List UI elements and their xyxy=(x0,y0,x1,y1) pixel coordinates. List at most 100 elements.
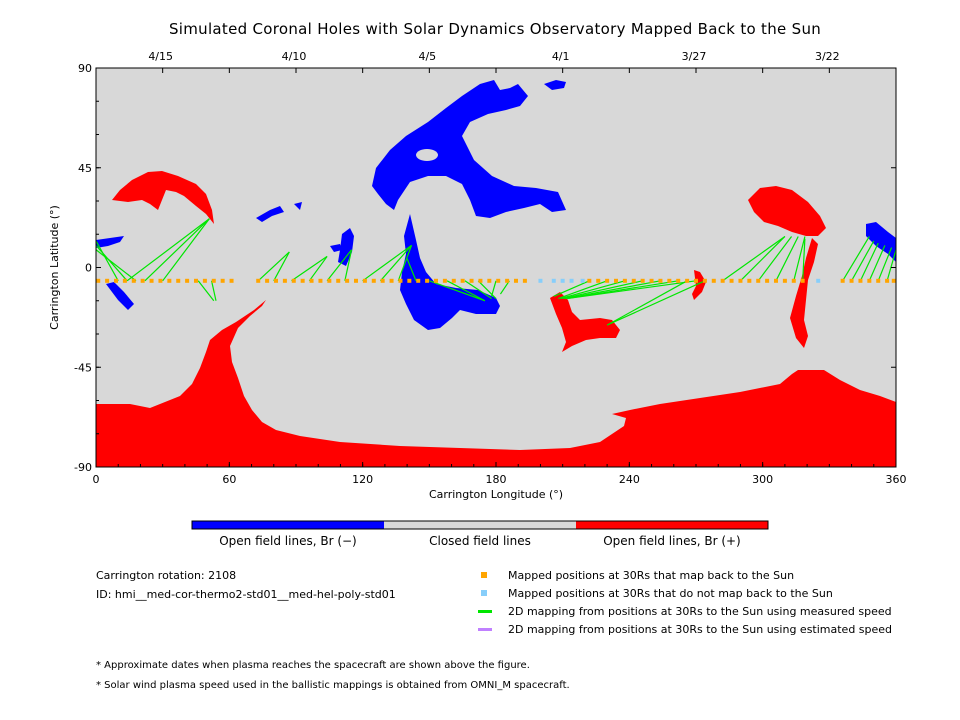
mapping-line xyxy=(96,240,119,282)
mapped-point xyxy=(131,278,136,283)
mapped-point xyxy=(729,278,734,283)
mapping-line xyxy=(429,280,486,302)
not-mapped-point xyxy=(560,278,565,283)
mapped-point xyxy=(345,278,350,283)
mapping-line xyxy=(793,236,806,281)
mapping-line xyxy=(722,235,786,282)
mapped-point xyxy=(336,278,341,283)
small-open-negative-b xyxy=(330,244,342,252)
mapped-point xyxy=(434,278,438,283)
not-mapped-point xyxy=(551,278,556,283)
mapped-point xyxy=(587,278,592,283)
mapped-point xyxy=(522,278,527,283)
mapped-point xyxy=(791,278,796,283)
mapped-point xyxy=(858,278,863,283)
north-negative-hole xyxy=(416,149,438,161)
date-tick-label: 4/5 xyxy=(418,50,436,63)
mapped-point xyxy=(407,278,412,283)
mapped-point xyxy=(469,278,474,283)
date-tick-label: 4/10 xyxy=(282,50,307,63)
mapping-line xyxy=(842,236,870,282)
mapping-line xyxy=(802,238,806,281)
mapped-point xyxy=(274,278,278,283)
east-edge-open-negative xyxy=(866,222,896,262)
narrow-open-positive-b xyxy=(790,238,818,348)
mapped-point xyxy=(398,278,403,283)
mapping-line xyxy=(362,244,412,282)
mapping-line xyxy=(257,251,290,282)
mapped-point xyxy=(176,278,181,283)
mapping-line xyxy=(886,249,896,281)
mapped-point xyxy=(782,278,787,283)
mapped-point xyxy=(416,278,421,283)
colorbar-label-negative: Open field lines, Br (−) xyxy=(219,534,357,548)
x-tick-label: 180 xyxy=(486,473,507,486)
north-open-positive-east xyxy=(748,186,826,236)
mapping-line xyxy=(553,280,590,297)
mapping-line xyxy=(757,236,793,282)
legend-label: 2D mapping from positions at 30Rs to the… xyxy=(508,622,893,636)
mapped-point xyxy=(800,278,805,283)
x-tick-label: 60 xyxy=(222,473,236,486)
mapped-point xyxy=(451,278,456,283)
north-negative-blob xyxy=(544,80,566,90)
colorbar-frame xyxy=(191,520,769,530)
mapped-point xyxy=(389,278,394,283)
mapping-line xyxy=(868,245,886,282)
mapping-line xyxy=(558,280,608,300)
south-polar-open-positive xyxy=(96,300,896,467)
mapped-point xyxy=(631,278,636,283)
mapped-point xyxy=(291,278,296,283)
mapped-point xyxy=(867,278,872,283)
mapping-line xyxy=(567,280,697,300)
y-tick-label: 0 xyxy=(85,262,92,275)
mapped-point xyxy=(265,278,270,283)
south-hole-island xyxy=(197,328,209,338)
mapped-point xyxy=(256,278,261,283)
mapping-line xyxy=(851,240,875,282)
mapped-point xyxy=(300,278,305,283)
mapping-line xyxy=(162,218,210,282)
y-axis-label: Carrington Latitude (°) xyxy=(48,205,61,330)
west-edge-open-negative xyxy=(96,236,124,248)
mapping-line xyxy=(273,251,290,282)
mapped-point xyxy=(158,278,163,283)
mapped-point xyxy=(140,278,145,283)
mapped-point xyxy=(747,278,752,283)
mapped-point xyxy=(694,278,698,283)
mapping-line xyxy=(326,249,353,282)
legend-item-not-mapped: Mapped positions at 30Rs that do not map… xyxy=(478,584,892,602)
date-tick-label: 3/22 xyxy=(815,50,840,63)
mapped-point xyxy=(96,278,101,283)
mapping-line xyxy=(126,218,210,282)
mapped-point xyxy=(371,278,376,283)
y-tick-label: 45 xyxy=(78,162,92,175)
legend-label: Mapped positions at 30Rs that map back t… xyxy=(508,568,795,582)
mapping-line xyxy=(562,280,643,300)
colorbar-negative xyxy=(192,521,384,529)
mapped-point xyxy=(685,278,690,283)
mapping-line xyxy=(740,236,786,282)
mapped-point xyxy=(596,278,601,283)
mapped-point xyxy=(702,278,707,283)
mapped-point xyxy=(622,278,627,283)
mapped-point xyxy=(442,278,447,283)
mapping-line xyxy=(144,218,210,282)
mapped-point xyxy=(676,278,681,283)
mapping-line xyxy=(775,236,799,282)
mapping-line xyxy=(344,249,353,281)
mapping-line xyxy=(564,280,661,300)
mapped-point xyxy=(327,278,332,283)
legend-item-estimated: 2D mapping from positions at 30Rs to the… xyxy=(478,620,892,638)
mapping-line xyxy=(560,280,626,300)
mapped-point xyxy=(194,278,198,283)
legend: Mapped positions at 30Rs that map back t… xyxy=(478,566,892,638)
not-mapped-point xyxy=(816,278,821,283)
mapped-point xyxy=(720,278,725,283)
mapped-point xyxy=(876,278,881,283)
y-tick-label: -45 xyxy=(74,361,92,374)
mapped-point xyxy=(849,278,854,283)
mapped-point xyxy=(211,278,216,283)
mapped-point xyxy=(614,278,618,283)
mapped-point xyxy=(774,278,778,283)
